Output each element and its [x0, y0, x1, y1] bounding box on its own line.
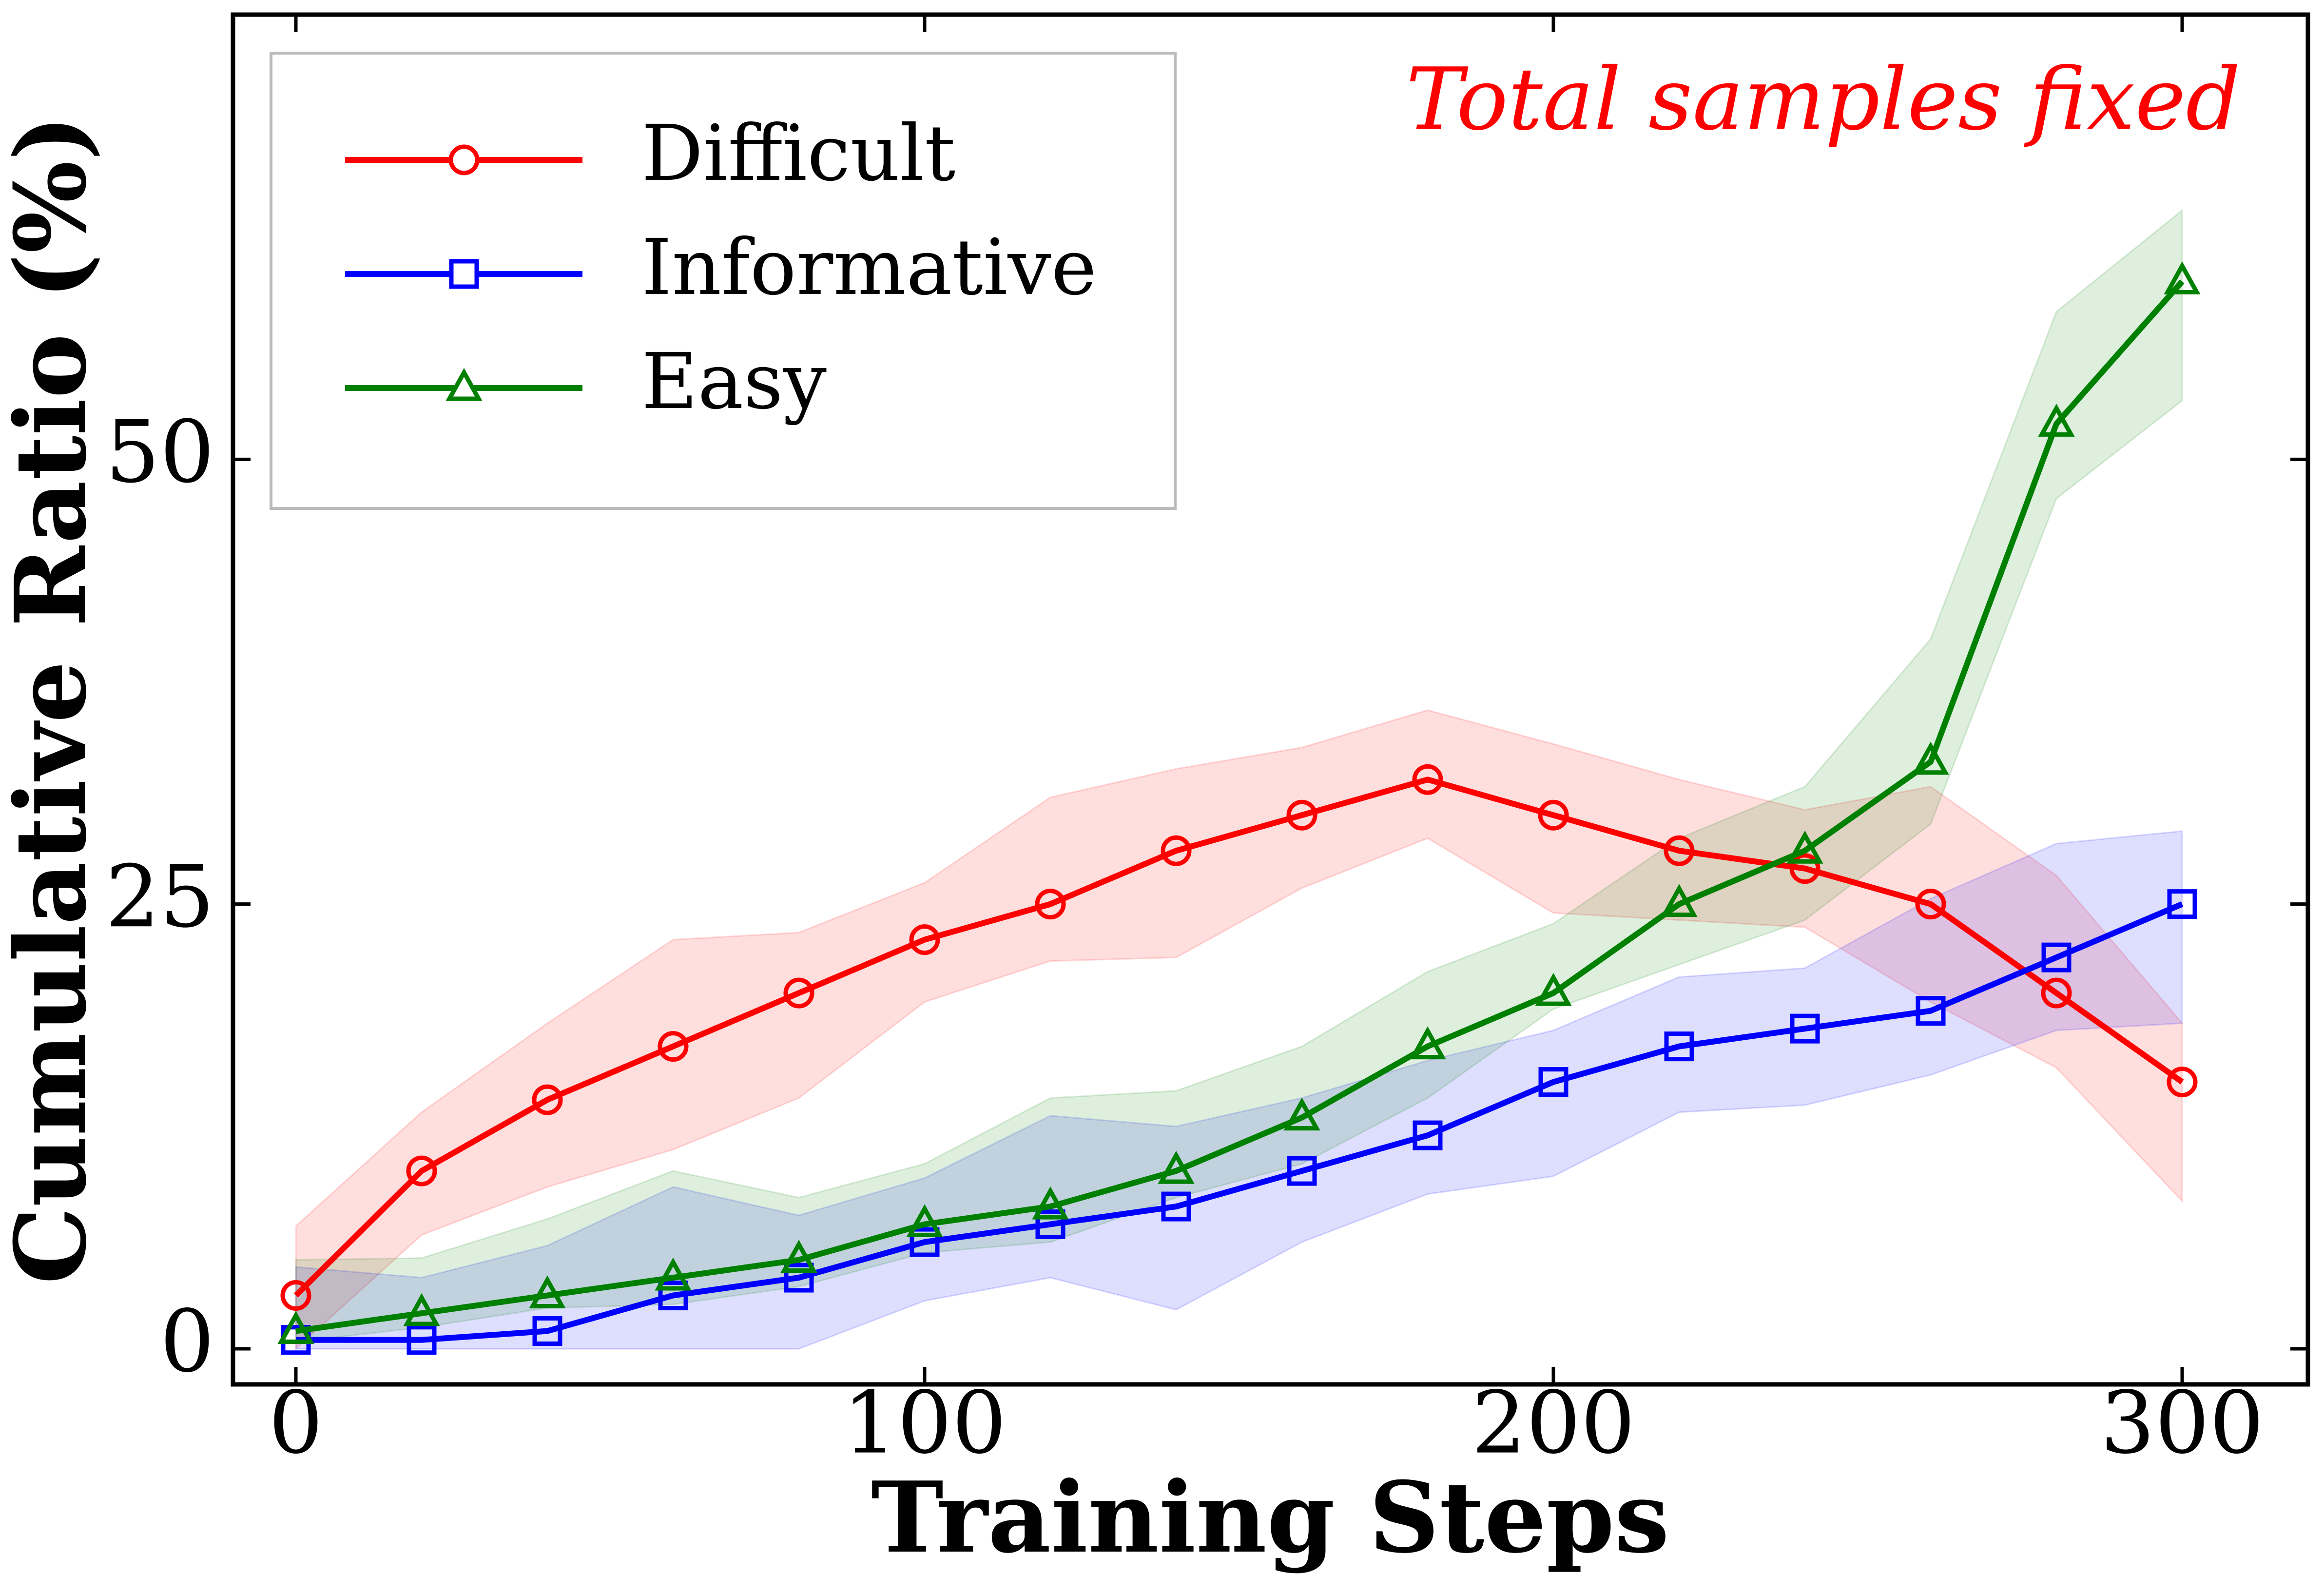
marker: [784, 1263, 814, 1293]
marker: [403, 1293, 440, 1326]
marker: [1786, 830, 1823, 864]
marker: [1412, 764, 1443, 795]
series-line: [293, 777, 2184, 1298]
legend-label: Difficult: [641, 109, 955, 198]
marker: [529, 1275, 566, 1309]
marker: [1287, 1156, 1317, 1186]
x-tick-label: 100: [843, 1373, 1007, 1473]
marker: [1789, 853, 1820, 884]
y-axis-label: Cumulative Ratio (%): [0, 115, 108, 1284]
marker: [407, 1325, 437, 1355]
marker: [780, 1240, 817, 1273]
marker: [655, 1257, 692, 1291]
marker: [1664, 1031, 1694, 1062]
marker: [658, 1031, 689, 1062]
confidence-band: [295, 709, 2183, 1351]
marker: [277, 1311, 314, 1344]
x-tick-label: 200: [1472, 1373, 1635, 1473]
marker: [1538, 799, 1569, 831]
marker: [1413, 1120, 1443, 1150]
y-tick-label: 0: [160, 1292, 214, 1392]
marker: [1035, 1209, 1065, 1240]
plot-frame: [231, 12, 2310, 1387]
marker: [1912, 741, 1949, 775]
marker: [906, 1204, 943, 1238]
marker: [1158, 1150, 1195, 1184]
x-axis-label: Training Steps: [871, 1460, 1669, 1575]
legend-box: [270, 52, 1177, 510]
marker: [1286, 799, 1317, 831]
marker: [1032, 1186, 1069, 1220]
marker: [1664, 835, 1695, 866]
marker: [2167, 1067, 2198, 1098]
confidence-band: [295, 209, 2183, 1343]
series-line: [296, 901, 2184, 1343]
series-line: [295, 279, 2185, 1334]
marker: [1915, 889, 1946, 920]
marker: [783, 977, 814, 1009]
marker: [1535, 972, 1572, 1006]
legend-label: Easy: [641, 337, 827, 427]
y-tick-label: 25: [105, 847, 214, 947]
marker: [532, 1316, 562, 1346]
marker: [445, 368, 483, 401]
x-tick-label: 300: [2100, 1373, 2264, 1473]
marker: [658, 1281, 688, 1311]
marker: [406, 1155, 437, 1186]
marker: [1283, 1097, 1320, 1131]
marker: [1916, 996, 1946, 1026]
marker: [2164, 261, 2201, 294]
legend-label: Informative: [641, 223, 1097, 312]
marker: [2041, 942, 2072, 972]
marker: [1035, 889, 1066, 920]
marker: [1790, 1013, 1820, 1044]
marker: [2167, 889, 2197, 919]
confidence-band: [295, 830, 2183, 1350]
marker: [1161, 1191, 1191, 1222]
marker: [1661, 884, 1698, 917]
marker: [2038, 404, 2075, 437]
x-tick-label: 0: [269, 1373, 323, 1473]
marker: [1538, 1067, 1569, 1097]
marker: [448, 144, 480, 175]
y-tick-label: 50: [105, 402, 214, 502]
marker: [280, 1280, 311, 1311]
marker: [532, 1084, 563, 1115]
marker: [909, 924, 940, 955]
marker: [1409, 1026, 1446, 1060]
marker: [1161, 835, 1192, 866]
marker: [910, 1227, 940, 1257]
annotation: Total samples fixed: [1406, 50, 2241, 150]
marker: [2041, 977, 2072, 1009]
marker: [449, 259, 479, 289]
